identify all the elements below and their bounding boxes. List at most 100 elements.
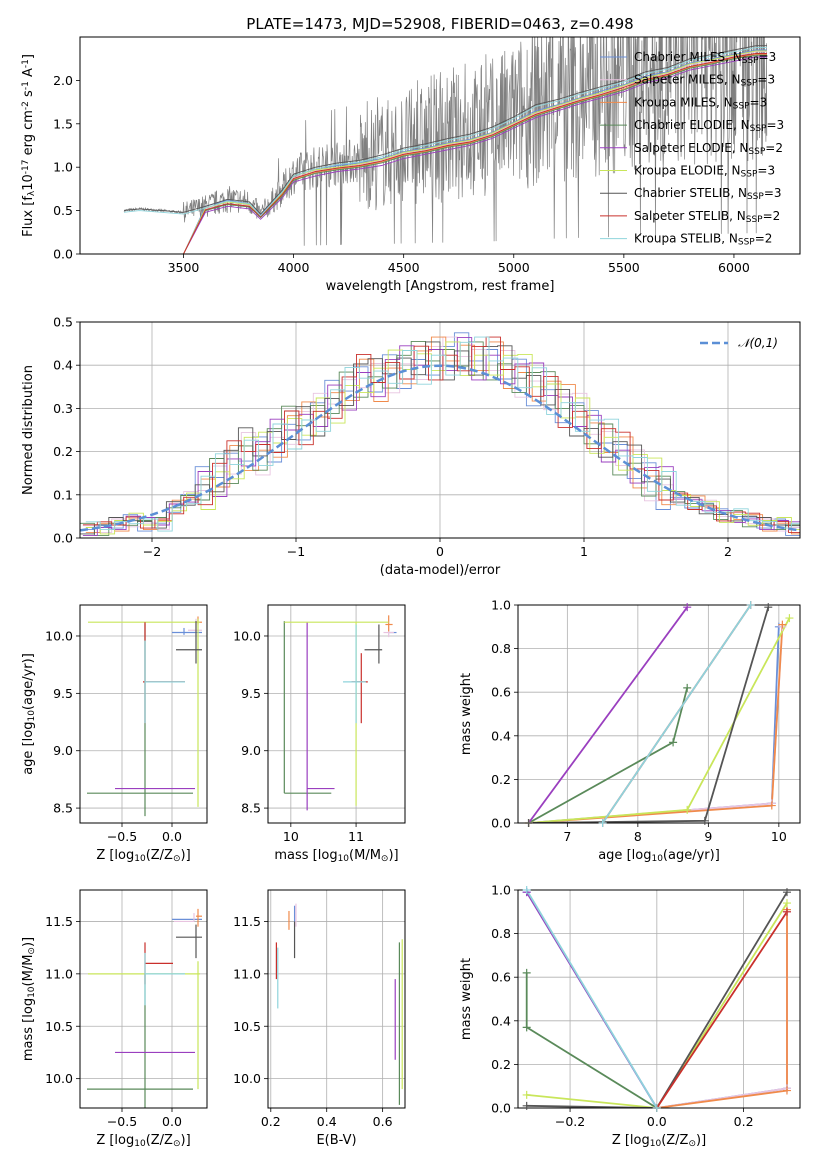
panel-spectrum: 3500 4000 4500 5000 5500 6000 0.0 0.5 1.0 1.5 2.0 w… bbox=[21, 36, 801, 294]
x-tick-label: 0.2 bbox=[734, 1114, 754, 1129]
axes-frame bbox=[79, 36, 801, 255]
y-tick-label: 10.0 bbox=[45, 1071, 73, 1086]
panel-mass_vs_Z: −0.5 0.0 10.0 10.5 11.0 11.5 Z [log10​(Z/Z⊙​)]… bbox=[21, 889, 208, 1149]
mass-weight-marker bbox=[669, 738, 678, 747]
x-tick-label: 7 bbox=[563, 829, 571, 844]
legend-label: Salpeter STELIB, NSSP​=2 bbox=[634, 209, 780, 225]
errorbar-point bbox=[87, 623, 193, 817]
mass-weight-marker bbox=[782, 899, 791, 908]
residual-histogram bbox=[82, 336, 800, 533]
y-axis-label: Normed distribution bbox=[21, 365, 36, 495]
mass-weight-marker bbox=[683, 603, 692, 612]
y-tick-label: 0.6 bbox=[491, 970, 511, 985]
mass-weight-line bbox=[527, 606, 688, 823]
x-tick-label: −0.5 bbox=[107, 1114, 137, 1129]
x-tick-label: 8 bbox=[634, 829, 642, 844]
y-tick-label: 8.5 bbox=[241, 801, 261, 816]
y-tick-label: 0.8 bbox=[491, 641, 511, 656]
y-tick-label: 9.5 bbox=[241, 686, 261, 701]
x-axis-label: E(B-V) bbox=[316, 1133, 356, 1148]
model-series-line bbox=[183, 56, 767, 254]
x-tick-label: 4500 bbox=[388, 260, 420, 275]
x-tick-label: 0.0 bbox=[162, 1114, 182, 1129]
errorbar-point bbox=[364, 624, 383, 664]
panel-age_vs_Z: −0.5 0.0 8.5 9.0 9.5 10.0 Z [log10​(Z/Z⊙​)] age… bbox=[21, 604, 208, 864]
mass-weight-line bbox=[528, 626, 780, 823]
errorbar-point bbox=[196, 616, 202, 625]
errorbar-point bbox=[196, 908, 202, 927]
y-tick-label: 9.5 bbox=[53, 686, 73, 701]
mass-weight-line bbox=[528, 687, 689, 823]
errorbar-point bbox=[143, 622, 185, 724]
panel-massweight_vs_Z: −0.2 0.0 0.2 0.0 0.2 0.4 0.6 0.8 1.0 Z [log10​(Z/… bbox=[459, 883, 801, 1149]
mass-weight-marker bbox=[524, 819, 533, 827]
mass-weight-marker bbox=[778, 620, 787, 629]
x-axis-label: Z [log10​(Z/Z⊙​)] bbox=[96, 848, 190, 864]
legend-label: Kroupa MILES, NSSP​=3 bbox=[634, 95, 767, 111]
errorbar-point bbox=[176, 621, 202, 664]
x-tick-label: 0.4 bbox=[317, 1114, 337, 1129]
y-tick-label: 10.0 bbox=[233, 1071, 261, 1086]
y-axis-label: mass [log10​(M/M⊙​)] bbox=[21, 937, 37, 1061]
plot-area bbox=[283, 615, 397, 811]
y-tick-label: 1.5 bbox=[53, 116, 73, 131]
y-tick-label: 10.5 bbox=[233, 1019, 261, 1034]
spectrum-legend: Chabrier MILES, NSSP​=3 Salpeter MILES, N… bbox=[600, 50, 784, 248]
mass-weight-marker bbox=[767, 801, 776, 810]
y-tick-label: 10.0 bbox=[45, 628, 73, 643]
x-tick-label: 6000 bbox=[718, 260, 750, 275]
x-tick-label: 5500 bbox=[608, 260, 640, 275]
errorbar-point bbox=[172, 627, 202, 635]
y-axis-label: Flux [fλ​10-17​ erg cm-2​ s-1​ A-1​] bbox=[21, 54, 37, 237]
errorbar-point bbox=[144, 942, 173, 985]
y-tick-label: 0.0 bbox=[53, 247, 73, 262]
y-tick-label: 0.4 bbox=[491, 728, 511, 743]
legend-label: Salpeter ELODIE, NSSP​=2 bbox=[634, 141, 783, 157]
legend-label: Salpeter MILES, NSSP​=3 bbox=[634, 73, 775, 89]
y-tick-label: 0.3 bbox=[53, 401, 73, 416]
x-axis-label: Z [log10​(Z/Z⊙​)] bbox=[612, 1133, 706, 1149]
model-series-line bbox=[123, 46, 767, 217]
panel-mass_vs_ebv: 0.2 0.4 0.6 10.0 10.5 11.0 11.5 E(B-V) bbox=[233, 889, 406, 1148]
y-tick-label: 0.2 bbox=[53, 444, 73, 459]
plot-area bbox=[80, 332, 800, 536]
x-axis-label: (data-model)/error bbox=[380, 563, 501, 578]
y-tick-label: 0.0 bbox=[491, 816, 511, 831]
axes-frame bbox=[267, 604, 406, 824]
mass-weight-marker bbox=[764, 603, 773, 612]
errorbar-point bbox=[88, 618, 200, 807]
mass-weight-marker bbox=[746, 601, 755, 609]
plot-area bbox=[123, 37, 768, 254]
x-tick-label: −2 bbox=[143, 544, 161, 559]
x-tick-label: −0.5 bbox=[107, 829, 137, 844]
errorbar-point bbox=[385, 615, 393, 632]
residual-legend: 𝒩(0,1) bbox=[700, 336, 778, 350]
errorbar-point bbox=[351, 653, 368, 724]
x-tick-label: 1 bbox=[580, 544, 588, 559]
y-tick-label: 0.0 bbox=[491, 1101, 511, 1116]
legend-label: Chabrier MILES, NSSP​=3 bbox=[634, 50, 776, 66]
mass-weight-line bbox=[528, 606, 770, 823]
mass-weight-line bbox=[526, 891, 788, 1108]
axes-frame bbox=[517, 889, 801, 1109]
plot-area bbox=[87, 908, 202, 1108]
y-tick-label: 11.5 bbox=[233, 914, 261, 929]
y-tick-label: 10.0 bbox=[233, 628, 261, 643]
panel-residuals: −2 −1 0 1 2 0.0 0.1 0.2 0.3 0.4 0.5 (data-model)/er… bbox=[21, 315, 801, 578]
x-tick-label: 0 bbox=[436, 544, 444, 559]
legend-label: Kroupa STELIB, NSSP​=2 bbox=[634, 232, 772, 248]
x-tick-label: 4000 bbox=[278, 260, 310, 275]
x-tick-label: 0.2 bbox=[261, 1114, 281, 1129]
mass-weight-marker bbox=[683, 683, 692, 692]
x-tick-label: 10 bbox=[283, 829, 299, 844]
legend-label: Kroupa ELODIE, NSSP​=3 bbox=[634, 164, 775, 180]
y-tick-label: 1.0 bbox=[491, 883, 511, 898]
plot-area bbox=[525, 890, 788, 1108]
axes-frame bbox=[517, 604, 801, 824]
errorbar-point bbox=[87, 973, 193, 1108]
x-tick-label: 2 bbox=[724, 544, 732, 559]
y-tick-label: 9.0 bbox=[53, 743, 73, 758]
x-tick-label: 0.6 bbox=[373, 1114, 393, 1129]
figure-title: PLATE=1473, MJD=52908, FIBERID=0463, z=0… bbox=[246, 15, 633, 33]
